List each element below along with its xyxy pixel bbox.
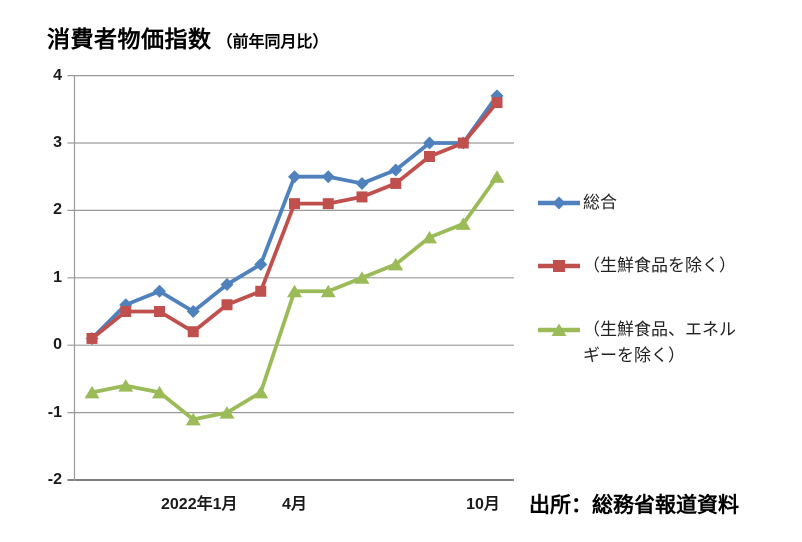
y-tick-label: 0 — [53, 336, 62, 354]
marker-diamond-0-5 — [254, 257, 268, 271]
marker-triangle-2-4 — [219, 406, 235, 419]
legend-label-ex-fresh-food-energy: （生鮮食品、エネル ギーを除く） — [583, 320, 736, 365]
source-note: 出所：総務省報道資料 — [529, 494, 739, 517]
diamond-marker-icon — [552, 196, 566, 210]
y-tick-label: 4 — [53, 66, 62, 84]
marker-square-1-2 — [154, 306, 165, 317]
marker-square-1-7 — [322, 198, 334, 210]
chart-title: 消費者物価指数 （前年同月比） — [47, 20, 329, 54]
marker-diamond-0-7 — [321, 170, 335, 184]
marker-diamond-0-10 — [423, 136, 436, 150]
marker-diamond-0-2 — [153, 284, 166, 298]
legend-line-triangle-icon — [538, 323, 580, 336]
legend-item-overall: 総合 — [538, 190, 617, 216]
y-tick-label: -2 — [47, 471, 62, 488]
marker-triangle-2-6 — [287, 284, 302, 298]
marker-square-1-5 — [255, 285, 267, 297]
marker-square-1-3 — [187, 326, 199, 338]
y-tick-label: 3 — [53, 134, 62, 151]
x-tick-label: 10月 — [466, 496, 500, 513]
series-line-1 — [90, 100, 499, 341]
marker-diamond-0-4 — [220, 278, 234, 292]
legend-label-overall: 総合 — [583, 193, 617, 212]
x-tick-label: 4月 — [282, 496, 307, 513]
marker-square-1-4 — [221, 299, 233, 311]
marker-triangle-2-0 — [84, 385, 100, 399]
legend-label-ex-fresh-food: （生鮮食品を除く） — [583, 256, 736, 275]
marker-triangle-2-3 — [185, 412, 201, 426]
y-tick-label: -1 — [47, 403, 62, 421]
marker-diamond-0-8 — [355, 176, 369, 190]
square-marker-icon — [553, 260, 565, 272]
marker-triangle-2-1 — [118, 379, 134, 392]
marker-diamond-0-3 — [186, 305, 200, 318]
marker-square-1-9 — [390, 177, 402, 189]
y-tick-label: 1 — [53, 268, 62, 286]
marker-diamond-0-9 — [389, 163, 403, 177]
legend-line-diamond-icon — [538, 196, 580, 210]
marker-triangle-2-2 — [152, 385, 167, 399]
triangle-marker-icon — [551, 323, 567, 336]
marker-triangle-2-7 — [320, 284, 336, 298]
marker-square-1-6 — [289, 198, 300, 210]
series-line-0 — [90, 93, 499, 341]
legend-item-ex-fresh-food: （生鮮食品を除く） — [538, 253, 736, 279]
marker-square-1-1 — [120, 306, 132, 317]
marker-triangle-2-11 — [455, 217, 471, 230]
marker-square-1-8 — [356, 191, 368, 203]
marker-triangle-2-12 — [489, 170, 505, 183]
x-tick-label: 2022年1月 — [161, 496, 238, 513]
marker-square-1-10 — [424, 150, 435, 162]
legend-line-square-icon — [538, 260, 580, 272]
marker-diamond-0-6 — [288, 170, 301, 184]
marker-square-1-11 — [457, 137, 469, 149]
marker-square-1-0 — [86, 332, 98, 344]
chart-title-sub: （前年同月比） — [216, 34, 329, 51]
series-line-2 — [90, 174, 499, 422]
chart-title-main: 消費者物価指数 — [47, 26, 212, 52]
y-tick-label: 2 — [53, 201, 62, 219]
marker-square-1-12 — [491, 97, 503, 109]
marker-triangle-2-9 — [388, 257, 404, 271]
legend-item-ex-fresh-food-energy: （生鮮食品、エネル ギーを除く） — [538, 317, 736, 369]
marker-triangle-2-10 — [422, 230, 437, 244]
marker-triangle-2-8 — [354, 271, 370, 284]
marker-triangle-2-5 — [253, 385, 269, 399]
